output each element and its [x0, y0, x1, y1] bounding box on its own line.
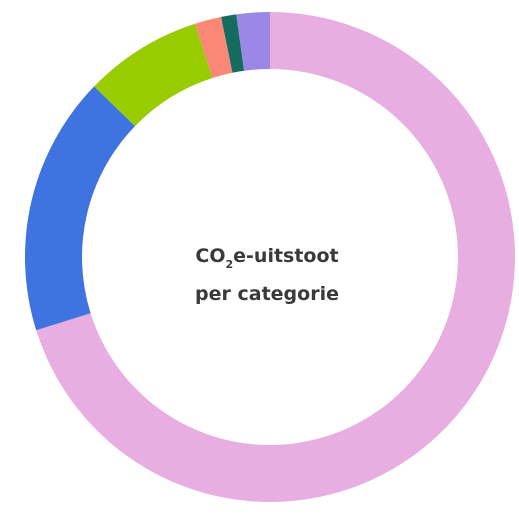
donut-slice [236, 12, 270, 71]
center-title-line2: per categorie [195, 283, 339, 305]
center-title: CO2e-uitstoot [195, 245, 338, 271]
title-subscript: 2 [225, 258, 233, 271]
donut-slice [195, 16, 233, 79]
title-part: CO [195, 245, 225, 267]
title-part: e-uitstoot [233, 245, 338, 267]
donut-slice [94, 23, 213, 127]
donut-slice [24, 86, 136, 331]
donut-slice [221, 14, 245, 73]
donut [24, 12, 515, 502]
